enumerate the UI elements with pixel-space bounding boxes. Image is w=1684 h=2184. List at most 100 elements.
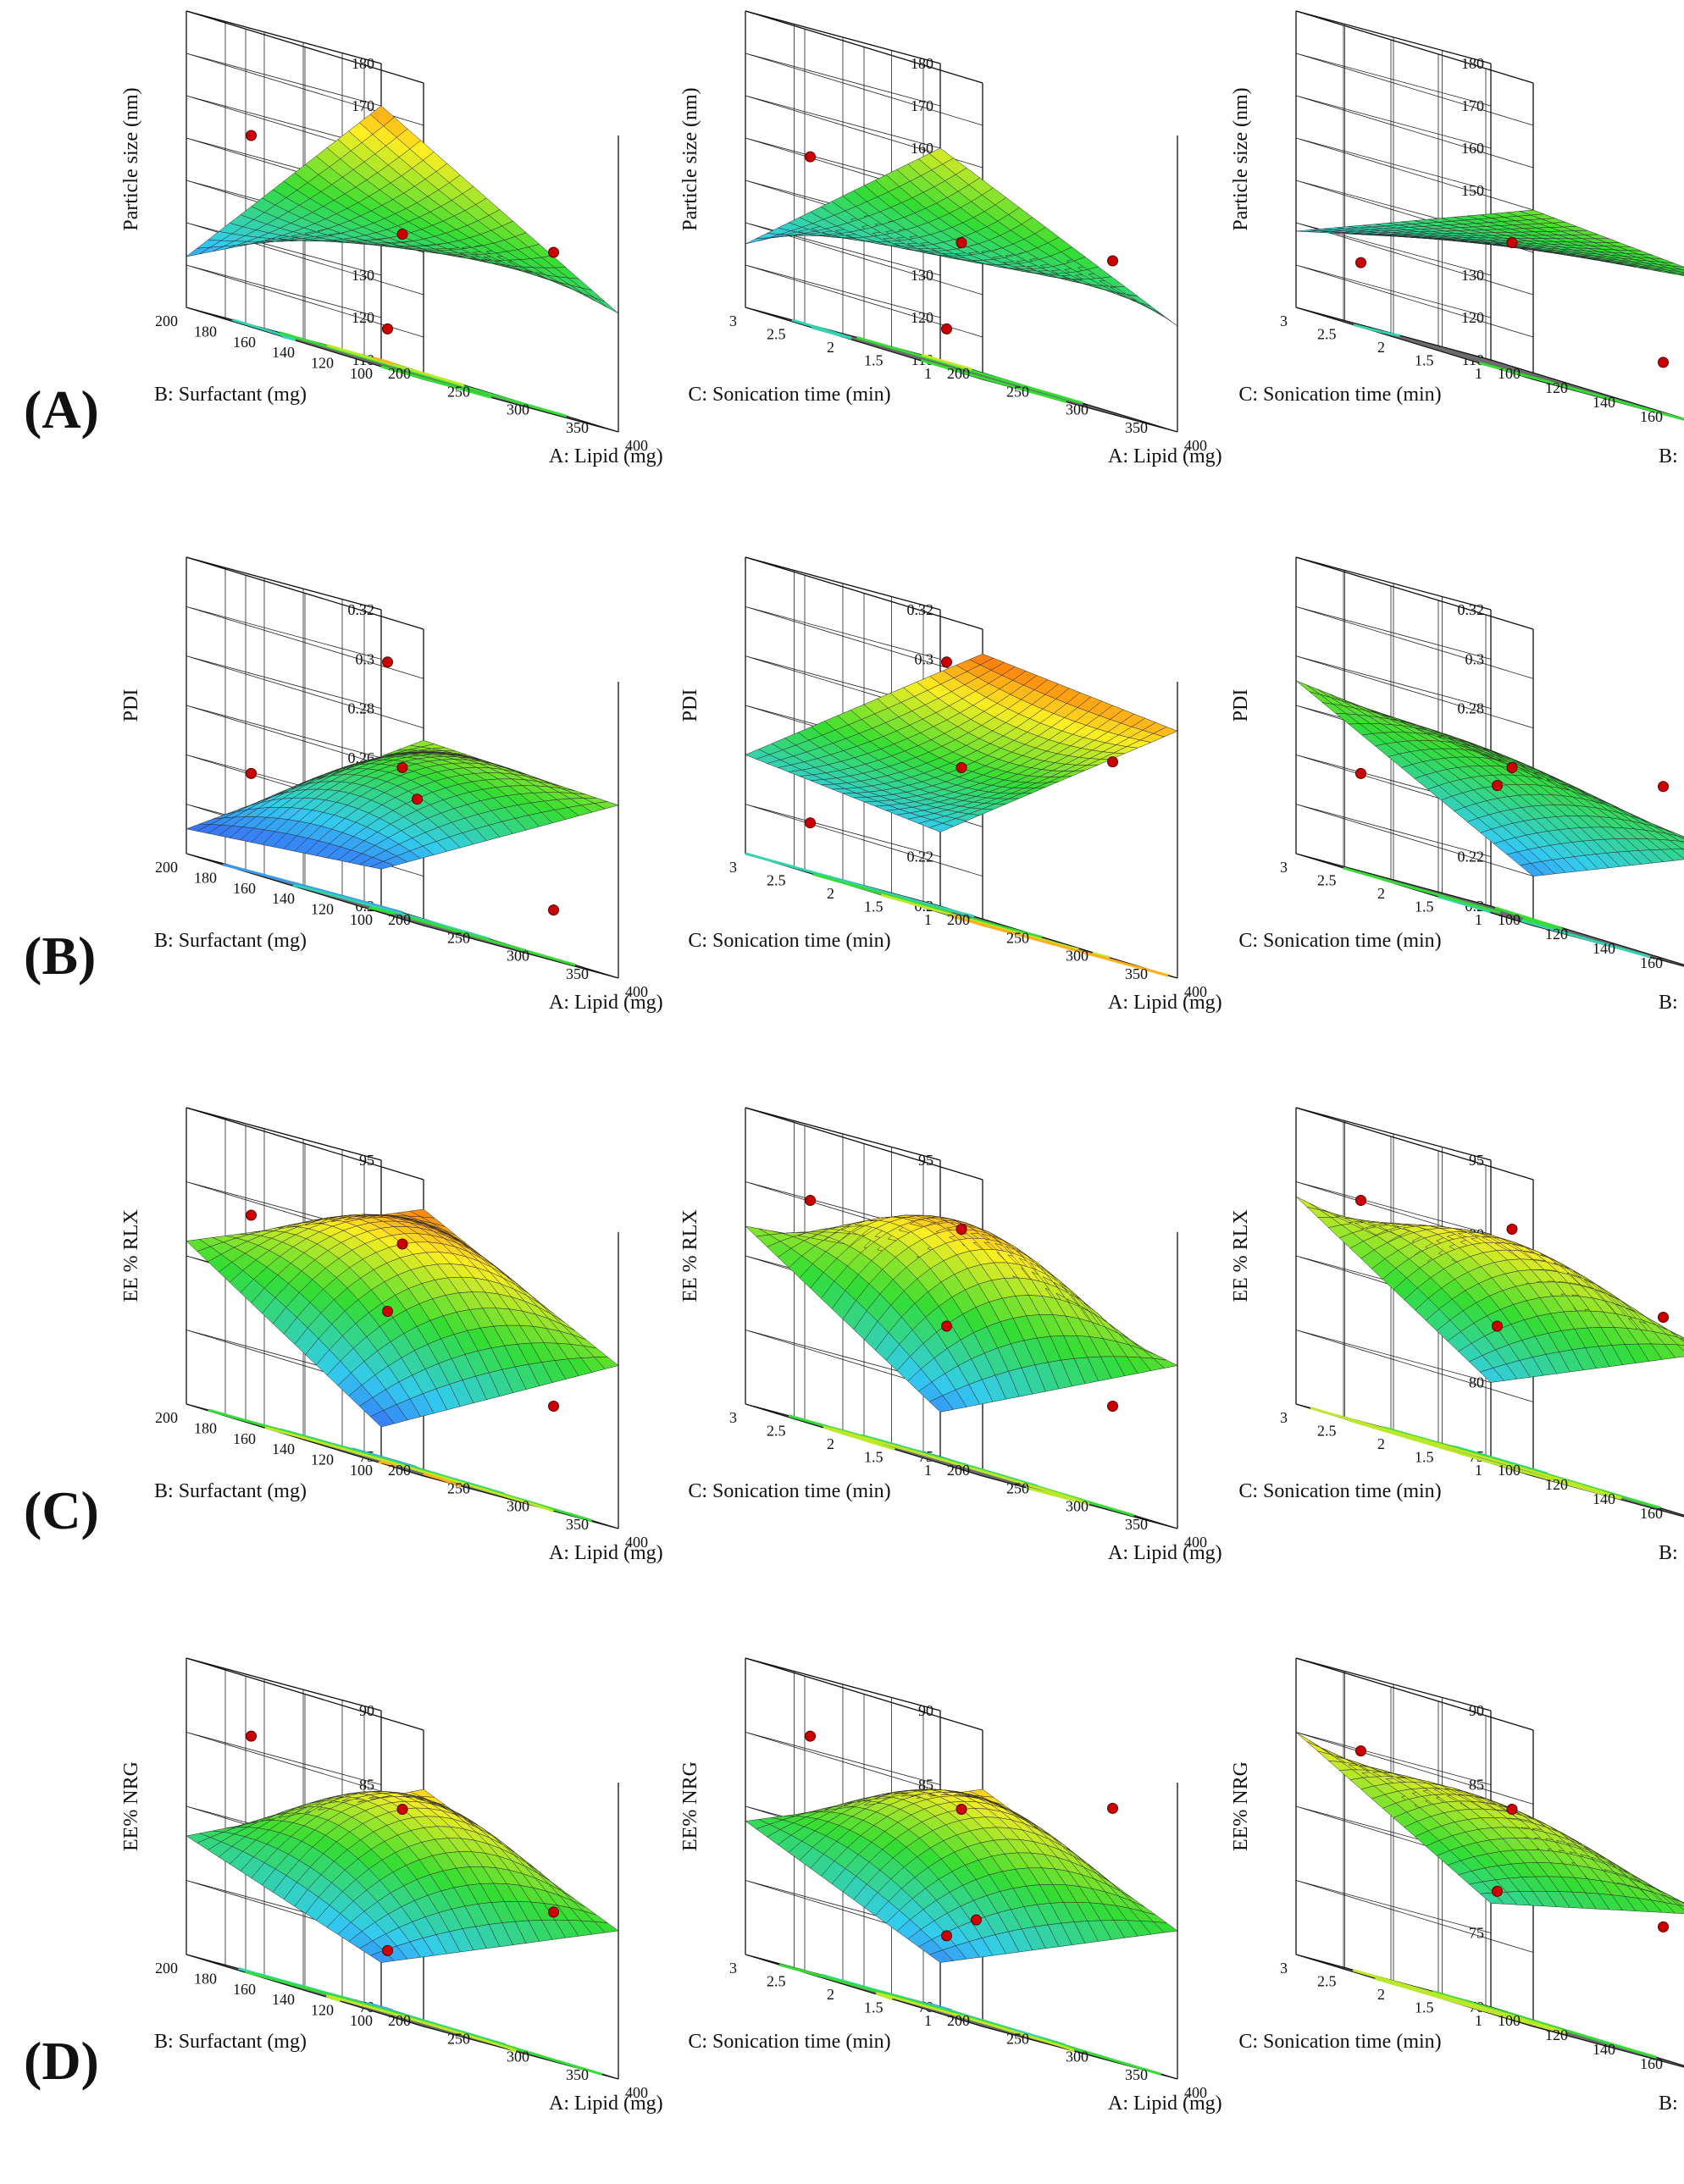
- x-tick-label: 140: [1593, 1490, 1615, 1507]
- x-tick-label: 140: [1593, 394, 1615, 411]
- z-tick-label: 90: [918, 1702, 933, 1719]
- design-point: [396, 1804, 408, 1815]
- y-tick-label: 2: [827, 885, 834, 902]
- design-point: [1506, 1804, 1518, 1815]
- design-point: [396, 229, 408, 240]
- design-point: [1107, 1401, 1118, 1412]
- design-point: [941, 1320, 952, 1332]
- x-tick-label: 200: [947, 365, 970, 382]
- z-tick-label: 85: [359, 1777, 374, 1794]
- y-tick-label: 2: [1377, 339, 1385, 356]
- design-point: [805, 1730, 816, 1742]
- contour-line: [948, 914, 1169, 977]
- surface-facet: [1127, 294, 1152, 307]
- design-point: [1107, 255, 1118, 267]
- surface-plot-a1: 1101201301401501601701802002503003504001…: [120, 10, 663, 467]
- x-axis-label: B: Surfactant (mg): [1659, 1542, 1684, 1564]
- y-tick-label: 1: [924, 1462, 932, 1479]
- x-tick-label: 400: [625, 983, 648, 1000]
- x-tick-label: 400: [1184, 437, 1207, 454]
- y-tick-label: 140: [272, 890, 295, 907]
- surface-plot-c3: 758085909510012014016018020011.522.53B: …: [1230, 1107, 1684, 1564]
- y-tick-label: 160: [233, 1430, 256, 1447]
- y-tick-label: 1: [924, 2012, 932, 2029]
- contour-line: [1343, 866, 1563, 931]
- contour-line: [222, 863, 403, 915]
- design-point: [941, 656, 952, 668]
- box-edge: [186, 556, 382, 611]
- y-tick-label: 2.5: [1317, 872, 1337, 889]
- y-tick-label: 140: [272, 1440, 295, 1457]
- x-tick-label: 120: [1545, 926, 1568, 943]
- y-tick-label: 180: [194, 869, 217, 886]
- x-tick-label: 140: [1593, 2041, 1615, 2058]
- y-tick-label: 200: [155, 1409, 178, 1426]
- y-tick-label: 1.5: [864, 898, 884, 915]
- contour-line: [374, 357, 395, 365]
- panel-letter-c: (C): [24, 1480, 99, 1540]
- box-edge: [745, 10, 983, 84]
- x-tick-label: 350: [566, 2066, 589, 2083]
- response-surface: [1295, 680, 1684, 876]
- y-tick-label: 180: [194, 1419, 217, 1436]
- x-tick-label: 350: [566, 419, 589, 436]
- x-tick-label: 250: [447, 383, 470, 400]
- z-tick-label: 130: [352, 267, 374, 284]
- wall-gridline: [1295, 605, 1534, 679]
- design-point: [941, 323, 952, 335]
- y-axis-label: C: Sonication time (min): [1238, 930, 1441, 952]
- x-tick-label: 100: [1498, 365, 1521, 382]
- y-axis-label: C: Sonication time (min): [688, 930, 890, 952]
- x-tick-label: 200: [947, 911, 970, 928]
- y-tick-label: 3: [729, 1960, 737, 1977]
- surface-plot-a3: 1101201301401501601701801001201401601802…: [1230, 10, 1684, 467]
- z-tick-label: 0.3: [915, 650, 934, 667]
- x-tick-label: 300: [507, 2049, 529, 2065]
- design-point: [382, 1944, 393, 1956]
- y-axis-label: C: Sonication time (min): [688, 384, 890, 406]
- design-point: [548, 1401, 559, 1412]
- design-point: [1492, 1320, 1503, 1332]
- design-point: [971, 1914, 982, 1926]
- z-tick-label: 180: [1461, 55, 1484, 72]
- x-tick-label: 300: [507, 1498, 529, 1515]
- design-point: [1355, 1745, 1366, 1757]
- x-tick-label: 200: [388, 911, 411, 928]
- response-surface: [186, 105, 619, 314]
- y-axis-label: C: Sonication time (min): [1238, 1480, 1441, 1502]
- x-tick-label: 250: [1006, 1479, 1029, 1496]
- x-axis-label: B: Surfactant (mg): [1659, 2093, 1684, 2115]
- design-point: [548, 904, 559, 916]
- design-point: [246, 767, 257, 779]
- x-tick-label: 160: [1640, 954, 1663, 971]
- y-axis-label: B: Surfactant (mg): [154, 384, 307, 406]
- design-point: [412, 793, 423, 805]
- wall-gridline: [1295, 137, 1534, 211]
- wall-gridline: [1295, 655, 1534, 729]
- y-tick-label: 180: [194, 323, 217, 340]
- surface-plot-b2: 0.20.220.240.260.280.30.3220025030035040…: [679, 556, 1222, 1014]
- z-tick-label: 160: [911, 140, 933, 157]
- y-tick-label: 3: [1280, 1409, 1288, 1426]
- y-tick-label: 2.5: [1317, 1973, 1337, 1990]
- y-tick-label: 100: [350, 365, 373, 382]
- y-tick-label: 3: [729, 312, 737, 329]
- design-point: [1658, 1312, 1669, 1323]
- box-edge: [186, 1657, 382, 1711]
- design-point: [1492, 780, 1503, 792]
- y-axis-label: C: Sonication time (min): [688, 2031, 890, 2053]
- design-point: [1658, 781, 1669, 793]
- box-edge: [745, 10, 941, 64]
- z-axis-label: EE % RLX: [679, 1209, 701, 1302]
- x-tick-label: 350: [1125, 1516, 1148, 1533]
- surface-plot-a2: 1101201301401501601701802002503003504001…: [679, 10, 1222, 467]
- y-tick-label: 1: [1475, 911, 1482, 928]
- y-tick-label: 1.5: [864, 1449, 884, 1466]
- y-axis-label: C: Sonication time (min): [1238, 2031, 1441, 2053]
- y-tick-label: 2.5: [1317, 1423, 1337, 1440]
- x-axis-label: A: Lipid (mg): [1108, 1542, 1222, 1564]
- z-tick-label: 95: [1469, 1152, 1484, 1169]
- z-tick-label: 95: [359, 1152, 374, 1169]
- x-tick-label: 120: [1545, 379, 1568, 396]
